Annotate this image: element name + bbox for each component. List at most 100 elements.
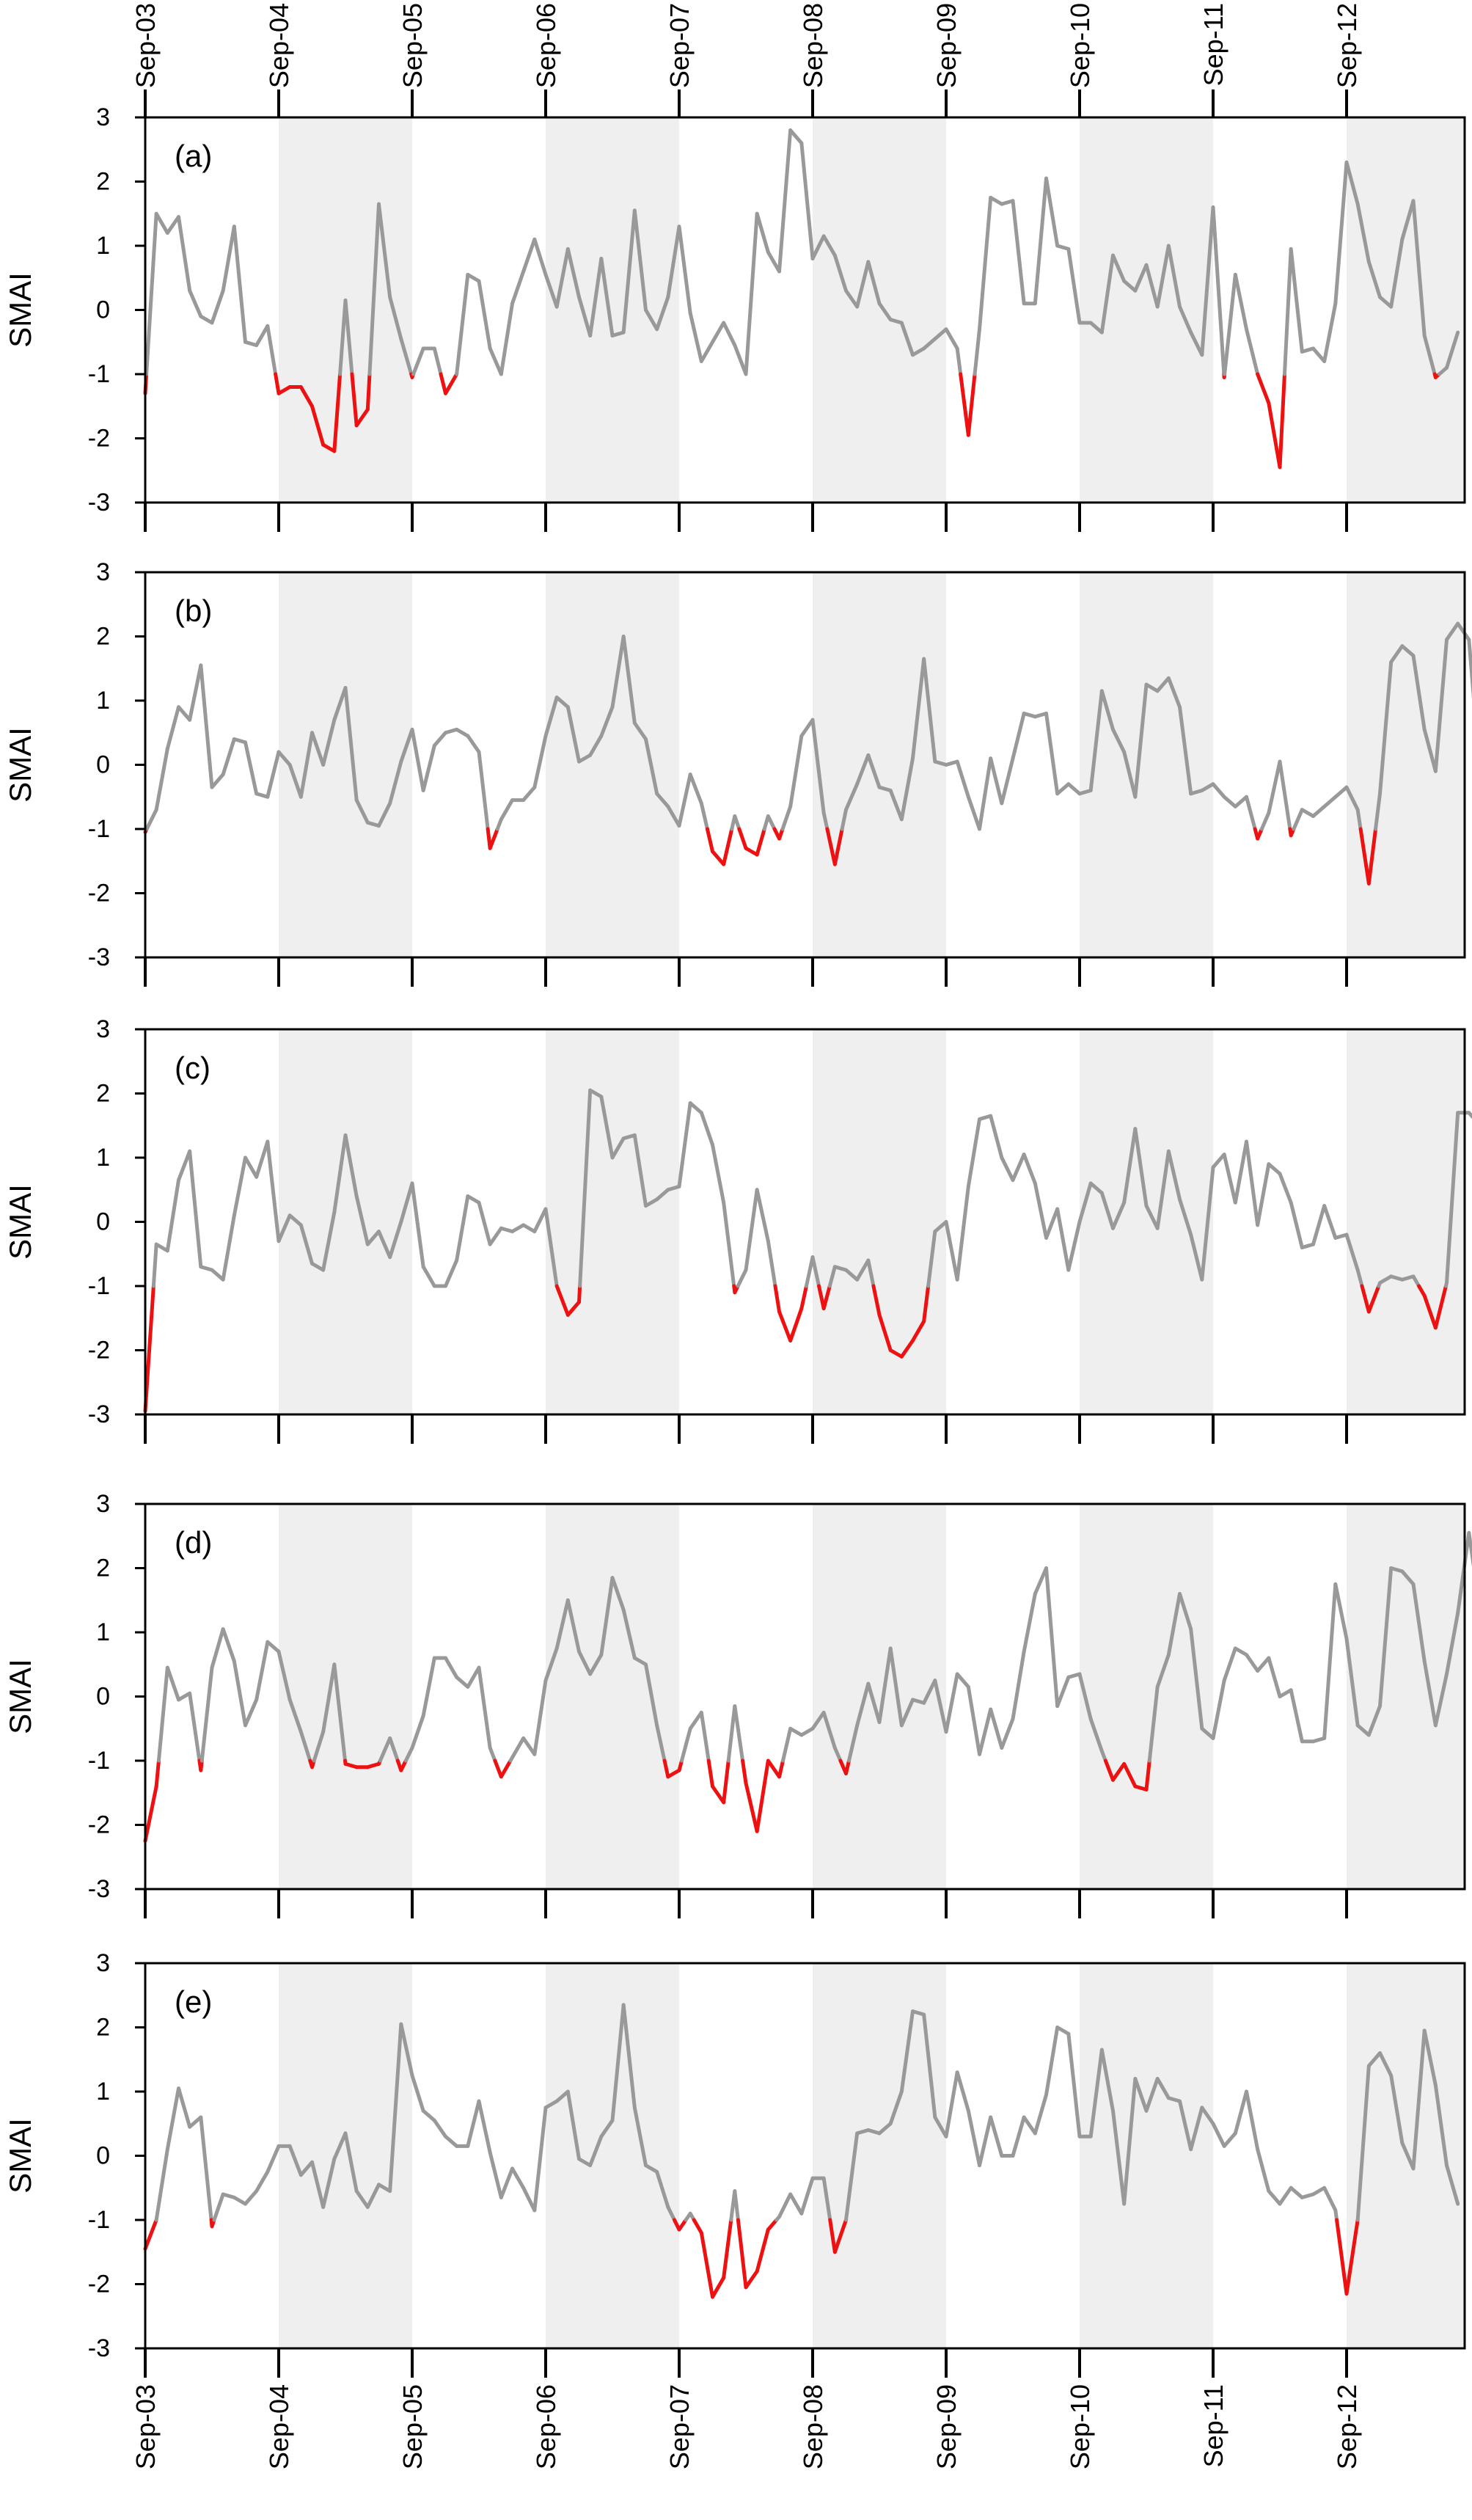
- series-segment: [1389, 237, 1405, 309]
- y-tick-label: 1: [96, 2078, 110, 2106]
- series-segment: [199, 314, 214, 325]
- drought-segment: [1433, 1284, 1448, 1330]
- series-segment: [677, 1101, 692, 1188]
- series-segment: [755, 211, 770, 255]
- y-tick-label: -1: [88, 1272, 110, 1300]
- series-segment: [588, 1088, 604, 1099]
- series-segment: [543, 1207, 559, 1288]
- drought-segment: [888, 1348, 904, 1359]
- series-segment: [466, 1665, 481, 1689]
- series-segment: [655, 1723, 667, 1763]
- series-segment: [736, 1268, 748, 1288]
- series-segment: [432, 346, 443, 376]
- drought-segment: [1344, 2218, 1360, 2296]
- series-segment: [1245, 327, 1260, 376]
- y-tick-label: -3: [88, 489, 110, 516]
- series-segment: [1456, 621, 1471, 642]
- series-segment: [788, 1726, 804, 1737]
- series-segment: [1099, 689, 1115, 731]
- series-segment: [377, 2183, 392, 2194]
- shaded-year-band: [279, 1029, 412, 1414]
- series-segment: [1389, 2073, 1405, 2145]
- series-segment: [1256, 1656, 1271, 1673]
- series-segment: [733, 343, 748, 376]
- series-segment: [677, 773, 692, 828]
- series-segment: [810, 234, 826, 260]
- series-segment: [1355, 2064, 1371, 2222]
- series-segment: [1022, 1592, 1037, 1654]
- series-segment: [1282, 246, 1293, 376]
- series-segment: [1088, 1181, 1104, 1195]
- series-segment: [832, 1265, 848, 1272]
- series-segment: [1344, 160, 1360, 206]
- series-segment: [1200, 2106, 1215, 2126]
- series-segment: [554, 246, 570, 309]
- series-segment: [243, 340, 259, 348]
- series-segment: [621, 1133, 637, 1141]
- series-segment: [655, 1188, 670, 1202]
- series-segment: [1088, 1717, 1104, 1753]
- series-segment: [532, 2106, 548, 2213]
- series-segment: [632, 721, 648, 741]
- series-segment: [655, 2169, 670, 2209]
- drought-segment: [577, 1284, 582, 1304]
- y-axis-label: SMAI: [3, 1659, 37, 1734]
- series-segment: [188, 2115, 203, 2129]
- series-segment: [1077, 789, 1093, 796]
- series-segment: [1155, 1149, 1171, 1230]
- series-segment: [933, 327, 948, 341]
- series-segment: [821, 234, 837, 258]
- y-tick-label: 0: [96, 751, 110, 779]
- y-tick-label: -2: [88, 880, 110, 907]
- series-segment: [632, 1656, 648, 1667]
- series-segment: [288, 763, 303, 799]
- x-tick-label-bottom: Sep-08: [798, 2384, 828, 2469]
- series-segment: [1166, 1592, 1182, 1657]
- series-segment: [1189, 2106, 1204, 2152]
- series-segment: [243, 1698, 259, 1728]
- series-segment: [255, 2169, 270, 2194]
- series-segment: [1044, 712, 1060, 796]
- series-segment: [1433, 2083, 1449, 2168]
- series-segment: [1077, 1672, 1093, 1721]
- drought-segment: [699, 2231, 714, 2299]
- x-tick-label-top: Sep-04: [264, 3, 294, 88]
- x-tick-label-bottom: Sep-12: [1332, 2384, 1362, 2469]
- series-segment: [1211, 782, 1226, 799]
- series-segment: [644, 2163, 659, 2174]
- series-segment: [866, 260, 882, 306]
- series-segment: [733, 814, 742, 831]
- y-tick-label: 3: [96, 558, 110, 586]
- series-segment: [766, 814, 777, 831]
- series-segment: [1055, 782, 1071, 796]
- series-segment: [510, 2166, 526, 2190]
- series-segment: [332, 1662, 348, 1763]
- drought-segment: [488, 827, 499, 850]
- series-segment: [1445, 621, 1460, 642]
- y-tick-label: 0: [96, 2142, 110, 2170]
- y-tick-label: 0: [96, 296, 110, 324]
- shaded-year-band: [279, 1963, 412, 2348]
- series-segment: [899, 756, 915, 822]
- series-segment: [165, 705, 180, 751]
- y-tick-label: 3: [96, 1490, 110, 1518]
- panel-e: 3 2 1 0 -1 -2 -3 SMAI (e): [3, 1949, 1466, 2378]
- drought-segment: [744, 2269, 759, 2290]
- series-segment: [477, 2099, 492, 2155]
- series-segment: [1355, 1268, 1364, 1288]
- series-segment: [199, 2115, 213, 2222]
- series-segment: [599, 705, 615, 738]
- series-segment: [1445, 1611, 1460, 1676]
- series-segment: [1300, 2192, 1315, 2199]
- series-segment: [1300, 1242, 1315, 1249]
- drought-segment: [766, 2218, 779, 2232]
- series-segment: [1378, 660, 1394, 796]
- drought-segment: [1256, 372, 1271, 405]
- series-segment: [989, 756, 1004, 806]
- series-segment: [1178, 705, 1193, 796]
- drought-segment: [711, 2276, 726, 2299]
- drought-segment: [1103, 1758, 1115, 1782]
- series-segment: [499, 1226, 514, 1234]
- series-segment: [911, 657, 926, 761]
- series-segment: [543, 272, 559, 309]
